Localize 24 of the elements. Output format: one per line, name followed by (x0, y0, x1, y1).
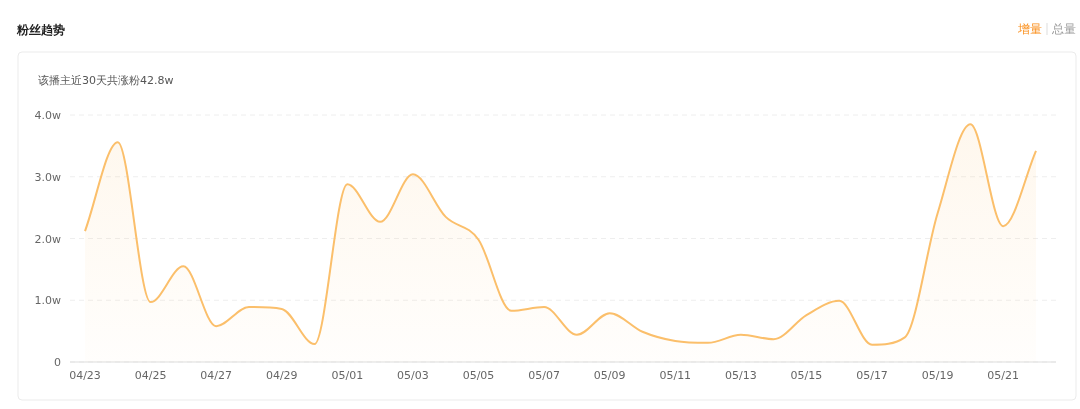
x-tick-label: 05/05 (462, 369, 495, 382)
x-tick-label: 04/27 (200, 369, 233, 382)
x-tick-label: 04/29 (265, 369, 298, 382)
x-tick-label: 05/09 (593, 369, 626, 382)
x-tick-label: 05/01 (331, 369, 364, 382)
chart-title: 粉丝趋势 (16, 23, 65, 37)
x-tick-label: 05/21 (987, 369, 1020, 382)
x-tick-label: 04/23 (69, 369, 101, 382)
y-tick-label: 4.0w (34, 109, 61, 122)
x-tick-label: 05/15 (790, 369, 823, 382)
y-tick-label: 1.0w (34, 294, 61, 308)
y-tick-label: 0 (54, 356, 61, 369)
text: 增量 (1017, 22, 1042, 36)
chart-subtitle: 该播主近30天共涨粉42.8w (38, 74, 174, 87)
x-tick-label: 04/25 (134, 369, 167, 382)
x-tick-label: 05/03 (397, 369, 429, 382)
x-tick-label: 05/19 (921, 369, 954, 382)
x-tick-label: 05/13 (725, 369, 757, 382)
y-tick-label: 2.0w (34, 232, 61, 246)
x-tick-label: 05/11 (659, 369, 692, 382)
x-tick-label: 05/17 (856, 369, 888, 382)
y-tick-label: 3.0w (34, 170, 61, 184)
x-tick-label: 05/07 (528, 369, 560, 382)
text: 总量 (1051, 22, 1076, 36)
